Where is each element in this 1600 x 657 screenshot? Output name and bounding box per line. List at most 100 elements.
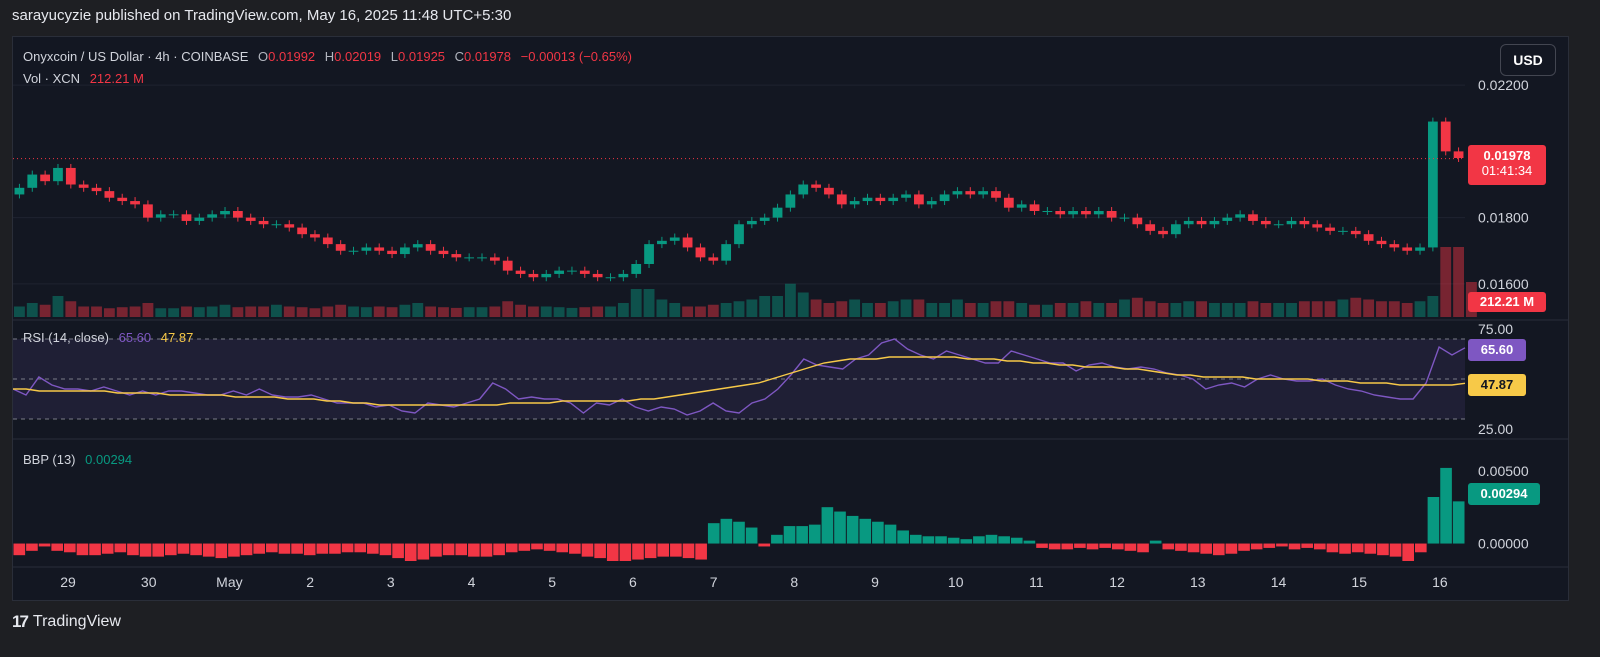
bbp-bar: [1351, 543, 1364, 553]
candle-body: [1299, 220, 1310, 225]
bbp-bar: [606, 543, 619, 561]
candle-body: [297, 227, 307, 235]
volume-bar: [283, 306, 295, 317]
volume-bar: [129, 306, 141, 317]
bbp-bar: [76, 543, 89, 556]
candle-body: [143, 204, 153, 218]
candle-body: [567, 270, 577, 272]
volume-bar: [643, 289, 655, 317]
bbp-bar: [480, 543, 493, 557]
volume-bar: [695, 306, 706, 317]
candle-body: [952, 191, 963, 195]
bbp-bar: [1111, 543, 1124, 550]
volume-bar: [952, 299, 963, 317]
bbp-bar: [455, 543, 468, 556]
candle-body: [836, 194, 847, 205]
bbp-bar: [1200, 543, 1212, 554]
candle-body: [849, 201, 860, 205]
candle-body: [554, 270, 564, 274]
bbp-bar: [215, 543, 228, 559]
bbp-bar: [1238, 543, 1250, 551]
rsi-label[interactable]: RSI (14, close): [23, 330, 109, 345]
x-tick-label: 8: [790, 574, 798, 590]
bbp-bar: [985, 534, 998, 544]
volume-bar: [322, 306, 334, 317]
candle-body: [284, 224, 295, 228]
bbp-bar: [1276, 543, 1288, 547]
bbp-bar: [884, 524, 897, 544]
close-value: 0.01978: [464, 49, 512, 64]
volume-label[interactable]: Vol · XCN: [23, 71, 81, 86]
candle-body: [1338, 230, 1348, 232]
volume-bar: [1119, 299, 1130, 317]
volume-bar: [579, 307, 591, 317]
candle-body: [669, 237, 680, 241]
bbp-bar: [1301, 543, 1313, 548]
candle-body: [605, 277, 616, 279]
bbp-tag: 0.00294: [1468, 483, 1540, 505]
volume-bar: [258, 306, 269, 317]
candle-body: [104, 191, 115, 198]
candle-body: [1415, 247, 1425, 251]
volume-bar: [1029, 304, 1040, 317]
bbp-bar: [1377, 543, 1389, 556]
bbp-bar: [733, 521, 745, 544]
candle-body: [914, 194, 924, 205]
bbp-bar: [139, 543, 152, 557]
candle-body: [798, 184, 809, 195]
volume-bar: [1144, 301, 1156, 317]
candle-body: [1286, 220, 1297, 225]
chart-svg[interactable]: 0.02200 0.01800 0.01600 75.00 25.00 0.00500 0.…: [13, 37, 1568, 600]
bbp-legend: BBP (13) 0.00294: [23, 452, 138, 467]
candle-body: [759, 217, 770, 221]
bbp-bar: [707, 523, 720, 544]
tradingview-brand[interactable]: 17 TradingView: [12, 612, 121, 632]
candle-body: [888, 197, 899, 202]
bbp-label[interactable]: BBP (13): [23, 452, 76, 467]
volume-bar: [617, 303, 629, 317]
volume-bar: [515, 304, 526, 317]
symbol-label[interactable]: Onyxcoin / US Dollar · 4h · COINBASE: [23, 49, 249, 64]
candle-body: [14, 187, 25, 195]
candle-body: [926, 201, 937, 205]
volume-bar: [1170, 303, 1182, 317]
chart-frame[interactable]: 0.02200 0.01800 0.01600 75.00 25.00 0.00500 0.…: [12, 36, 1569, 601]
volume-bar: [65, 301, 77, 317]
currency-button[interactable]: USD: [1500, 44, 1556, 76]
bbp-bar: [379, 543, 392, 556]
candle-body: [811, 184, 821, 188]
candle-body: [155, 214, 166, 218]
candle-body: [708, 257, 719, 261]
volume-bar: [450, 307, 462, 317]
bbp-bar: [152, 543, 165, 557]
volume-bar: [964, 303, 976, 317]
bbp-bar: [114, 543, 127, 553]
bar-countdown: 01:41:34: [1481, 163, 1533, 178]
bbp-bar: [1086, 543, 1099, 550]
bbp-bar: [354, 543, 367, 553]
bbp-bar: [89, 543, 101, 556]
candle-body: [528, 273, 539, 278]
candle-body: [168, 214, 179, 216]
volume-bar: [823, 303, 835, 317]
volume-bar: [116, 307, 128, 317]
candle-body: [425, 244, 436, 251]
bbp-bar: [1124, 543, 1137, 551]
last-price-tag: 0.01978 01:41:34: [1468, 145, 1546, 185]
volume-bar: [1286, 303, 1297, 317]
bbp-bar: [1389, 543, 1402, 557]
volume-bar: [1234, 303, 1246, 317]
volume-bar: [412, 303, 424, 317]
volume-bar: [1067, 303, 1079, 317]
x-tick-label: 11: [1029, 574, 1044, 590]
volume-bar: [39, 304, 51, 317]
candle-body: [1402, 247, 1413, 251]
volume-bar: [566, 307, 578, 317]
bbp-bar: [404, 543, 417, 561]
volume-bar: [502, 301, 514, 317]
open-label: O: [258, 49, 269, 64]
volume-value: 212.21 M: [89, 71, 144, 86]
bbp-bar: [872, 521, 884, 544]
candle-body: [451, 254, 462, 258]
bbp-bar: [947, 537, 960, 544]
